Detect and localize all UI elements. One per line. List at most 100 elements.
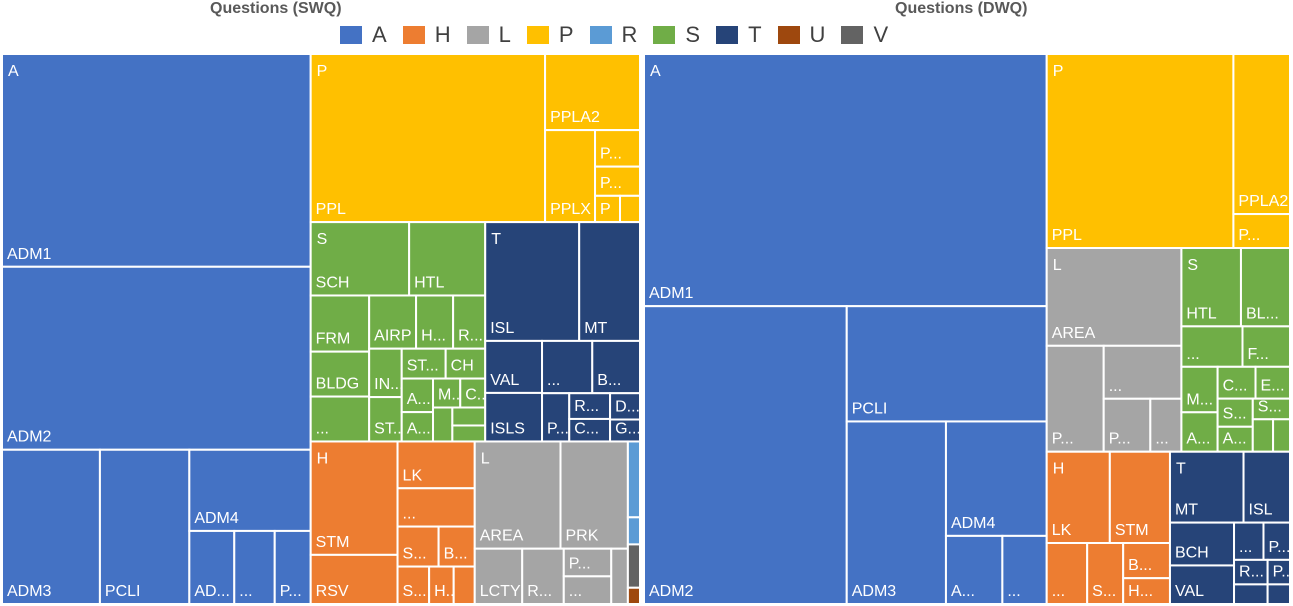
cell-label: HTL xyxy=(414,274,444,291)
category-label: P xyxy=(317,63,328,80)
cell-label: STM xyxy=(1115,522,1149,539)
treemap-cell xyxy=(1241,325,1291,368)
cell-label: ... xyxy=(1155,431,1168,448)
treemap-cell xyxy=(368,347,403,399)
cell-label: PRK xyxy=(565,528,598,545)
treemap-cell xyxy=(559,440,629,550)
legend-label: P xyxy=(558,22,574,47)
cell-label: A... xyxy=(407,420,431,437)
cell-label: H... xyxy=(1128,583,1153,600)
treemap-cell xyxy=(1045,53,1235,250)
treemap-cell xyxy=(309,221,411,297)
cell-label: STM xyxy=(316,534,350,551)
cell-label: A... xyxy=(1186,431,1210,448)
cell-label: FRM xyxy=(316,331,351,348)
cell-label: PPLA2 xyxy=(550,109,600,126)
treemap-cell xyxy=(643,53,1048,308)
cell-label: IN... xyxy=(374,376,403,393)
treemap-cell xyxy=(578,221,641,342)
cell-label: S... xyxy=(1092,583,1116,600)
cell-label: RSV xyxy=(316,583,349,600)
cell-label: P... xyxy=(1268,539,1290,556)
cell-label: S... xyxy=(1223,406,1247,423)
legend-item-h: H xyxy=(402,22,451,48)
cell-label: HTL xyxy=(1186,305,1216,322)
cell-label: P... xyxy=(547,420,569,437)
cell-label: PPL xyxy=(316,201,346,218)
treemap-cell xyxy=(1266,583,1292,605)
treemap-cell xyxy=(591,339,641,395)
cell-label: P... xyxy=(1052,431,1074,448)
treemap-cell xyxy=(1251,418,1275,453)
cell-label: AIRP xyxy=(374,328,411,345)
treemap-cell xyxy=(1239,247,1291,328)
cell-label: ADM1 xyxy=(649,285,694,302)
treemap-cell xyxy=(544,53,641,132)
treemap-cell xyxy=(415,294,455,350)
dwq-chart-title: Questions (DWQ) xyxy=(895,0,1028,17)
cell-label: M... xyxy=(438,386,465,403)
treemap-cell xyxy=(1102,397,1152,453)
cell-label: R... xyxy=(527,583,552,600)
category-label: L xyxy=(1053,257,1062,274)
treemap-cell xyxy=(1216,365,1257,400)
category-label: L xyxy=(481,450,490,467)
category-label: S xyxy=(1187,257,1198,274)
cell-label: ISL xyxy=(490,320,514,337)
legend-label: R xyxy=(621,22,638,47)
legend-swatch xyxy=(653,26,676,44)
treemap-cell xyxy=(944,420,1048,537)
cell-label: D... xyxy=(615,399,640,416)
cell-label: ISLS xyxy=(490,420,525,437)
treemap-cell xyxy=(1108,450,1171,545)
legend-label: U xyxy=(809,22,826,47)
treemap-cell xyxy=(1122,577,1171,605)
cell-label: S... xyxy=(1258,398,1282,415)
treemap-cell xyxy=(428,565,455,606)
treemap-cell xyxy=(484,339,544,394)
cell-label: CH xyxy=(451,358,474,375)
treemap-cell xyxy=(1168,450,1245,524)
cell-label: P xyxy=(600,201,611,218)
treemap-cell xyxy=(309,53,547,224)
legend-label: V xyxy=(873,22,889,47)
cell-label: LK xyxy=(403,467,423,484)
cell-label: ADM1 xyxy=(7,246,52,263)
legend-label: S xyxy=(685,22,701,47)
treemap-cell xyxy=(1180,325,1244,368)
treemap-cell xyxy=(626,440,641,519)
cell-label: ST... xyxy=(374,420,406,437)
cell-label: PCLI xyxy=(105,583,141,600)
treemap-cell xyxy=(188,448,312,532)
legend-swatch xyxy=(777,26,800,44)
cell-label: ... xyxy=(316,420,329,437)
cell-label: VAL xyxy=(490,372,519,389)
treemap-cell xyxy=(944,534,1004,606)
treemap-cell xyxy=(1086,542,1125,605)
cell-label: A... xyxy=(407,391,431,408)
cell-label: A... xyxy=(951,583,975,600)
legend-swatch xyxy=(402,26,425,44)
legend-item-l: L xyxy=(466,22,511,48)
category-label: A xyxy=(650,63,661,80)
legend-swatch xyxy=(841,26,864,44)
treemap-cell xyxy=(1262,521,1292,561)
cell-label: BCH xyxy=(1175,544,1209,561)
treemap-cell xyxy=(452,565,476,606)
treemap-cell xyxy=(626,586,641,605)
category-label: H xyxy=(1053,461,1065,478)
treemap-cell xyxy=(1242,450,1291,524)
cell-label: ADM4 xyxy=(194,510,239,527)
cell-label: P... xyxy=(280,583,302,600)
cell-label: ... xyxy=(239,583,252,600)
legend-item-t: T xyxy=(716,22,762,48)
cell-label: C... xyxy=(1223,378,1248,395)
cell-label: P... xyxy=(1238,227,1260,244)
cell-label: G... xyxy=(615,420,641,437)
treemap-cell xyxy=(1232,53,1291,216)
treemap-cell xyxy=(1180,247,1242,328)
treemap-cell xyxy=(845,420,947,605)
legend-item-a: A xyxy=(340,22,387,48)
